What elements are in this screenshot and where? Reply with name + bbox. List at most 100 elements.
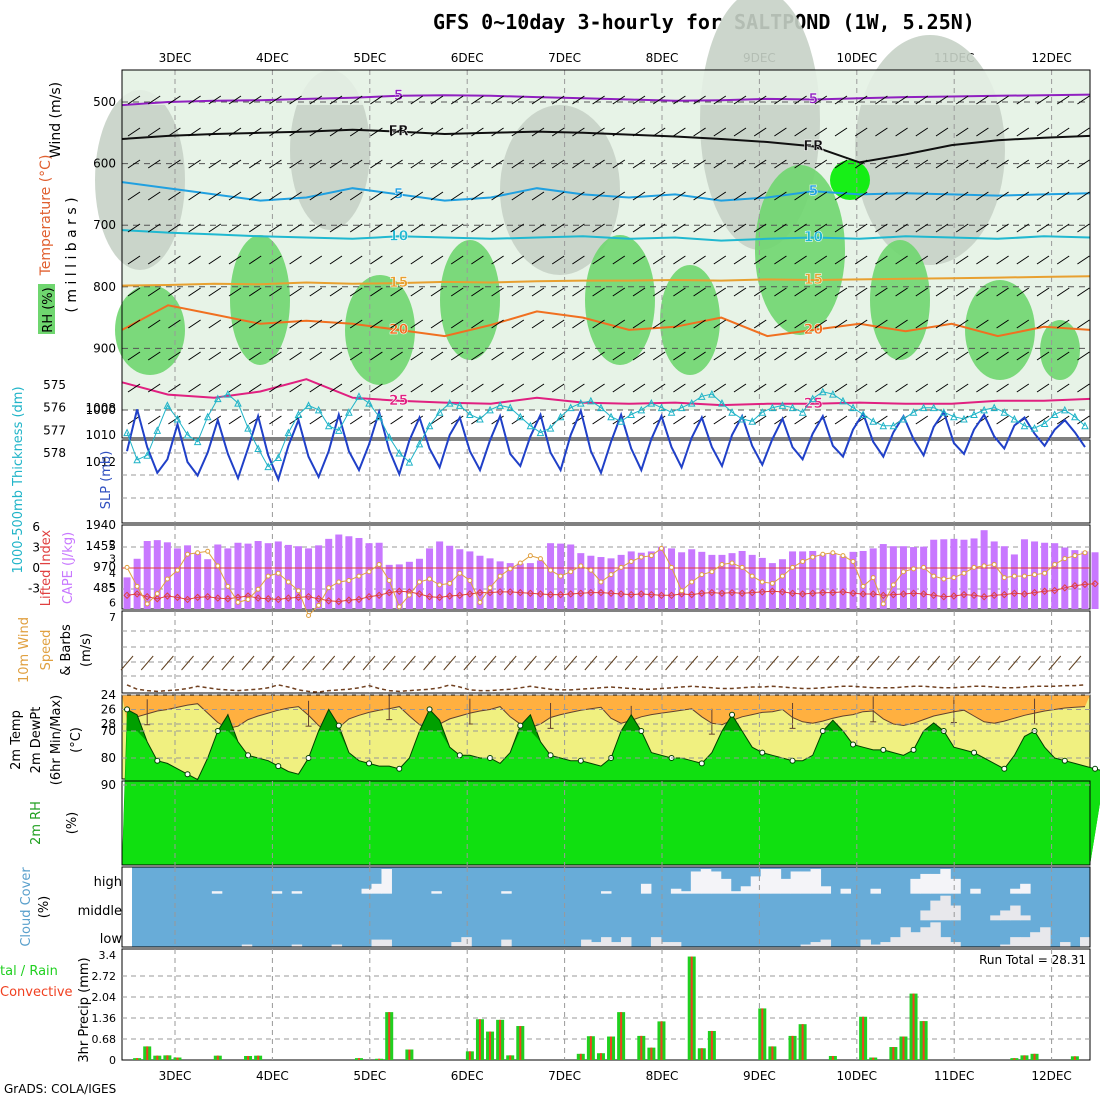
surface-wind-barb [1068, 655, 1082, 671]
wind-barb [814, 351, 828, 361]
cape-bar [365, 543, 373, 609]
wind-barb [450, 223, 464, 233]
wind-barb [713, 127, 727, 137]
wind-barb [652, 223, 666, 233]
thickness-point [1000, 408, 1009, 416]
lifted-index-point [355, 595, 363, 604]
wind-barb [612, 351, 626, 361]
wind-barb [390, 415, 403, 425]
wind-barb [854, 95, 868, 105]
thickness-point [435, 408, 444, 416]
bottom-date-label: 6DEC [451, 1069, 484, 1083]
wind-barb [753, 415, 767, 425]
wind-barb [168, 223, 181, 233]
top-date-label: 5DEC [353, 51, 386, 65]
wind-barb [713, 287, 727, 297]
wind-barb [834, 191, 848, 201]
wind-axis-label-4: (m/s) [79, 633, 94, 667]
wind-speed-point [487, 585, 493, 591]
cloud-fill [611, 942, 622, 947]
thickness-point [919, 403, 928, 412]
surface-wind-barb [281, 655, 295, 671]
lifted-index-point [698, 589, 706, 597]
wind-barb [370, 191, 383, 201]
cape-bar [305, 548, 313, 609]
cape-bar [657, 546, 665, 609]
wind-barb [269, 255, 282, 265]
rh-point [971, 749, 978, 756]
wind-barb [996, 351, 1009, 361]
cloud-fill [730, 891, 742, 894]
thickness-point [244, 423, 252, 432]
wind-barb [228, 95, 242, 105]
wind-speed-point [527, 553, 533, 559]
wind-barb [834, 255, 848, 265]
wind-barb [531, 95, 545, 105]
lifted-index-point [677, 590, 686, 598]
contour-label: 20 [389, 322, 409, 338]
wind-barb [794, 159, 807, 169]
surface-wind-barb [443, 655, 457, 671]
wind-barb [551, 383, 565, 393]
thickness-point [1081, 421, 1089, 430]
wind-barb [329, 319, 343, 329]
lifted-index-point [657, 591, 666, 600]
wind-barb [693, 287, 706, 297]
wind-speed-point [134, 583, 140, 589]
below-surface-band [122, 410, 1090, 438]
thickness-point [1050, 410, 1059, 418]
cloud-fill [501, 939, 512, 947]
rh-point [789, 757, 796, 764]
wind-barb [491, 255, 504, 265]
thickness-point [647, 399, 656, 407]
precip-convective-bar [388, 1012, 391, 1060]
wind-barb [895, 287, 908, 297]
wind-barb [895, 255, 908, 265]
cloud-fill [591, 942, 602, 947]
wind-barb [673, 415, 686, 425]
cloud-fill [790, 871, 802, 894]
cape-bar [617, 554, 625, 609]
cape-bar [647, 551, 655, 609]
thickness-point [869, 417, 878, 425]
wind-barb [430, 223, 444, 233]
wind-speed-point [174, 567, 180, 573]
wind-barb [612, 255, 626, 265]
contour-label: 5 [809, 92, 819, 108]
lifted-index-point [274, 595, 282, 604]
wind-barb [471, 287, 484, 297]
surface-wind-barb [1048, 655, 1062, 671]
wind-barb [935, 223, 949, 233]
cape-bar [405, 561, 413, 609]
wind-barb [955, 127, 969, 137]
wind-barb [289, 223, 302, 233]
wind-barb [309, 351, 323, 361]
wind-barb [632, 383, 646, 393]
wind-barb [572, 319, 585, 329]
wind-barb [1036, 351, 1050, 361]
wind-panel-frame [121, 610, 1091, 694]
cloud-fill [820, 886, 832, 894]
wind-barb [652, 191, 666, 201]
cloud-fill [920, 873, 931, 894]
cape-bar [587, 555, 595, 609]
lifted-index-point [567, 590, 575, 598]
rh-axis-label: RH (%) [41, 287, 56, 332]
wind-barb [208, 223, 222, 233]
wind-barb [531, 127, 545, 137]
wind-barb [693, 127, 706, 137]
wind-barb [410, 223, 424, 233]
wind-speed-point [729, 560, 735, 566]
cloud-fill [870, 944, 881, 947]
wind-barb [612, 191, 626, 201]
wind-speed-point [608, 572, 614, 578]
temp-axis-label-4: (°C) [69, 727, 84, 753]
surface-wind-barb [402, 655, 416, 671]
rh-panel-frame [121, 780, 1091, 866]
cape-bar [456, 549, 464, 609]
wind-speed-point [215, 563, 221, 569]
wind-speed-point [386, 578, 392, 583]
wind-barb [410, 351, 424, 361]
cape-bar [688, 549, 696, 609]
wind-barb [1036, 159, 1050, 169]
